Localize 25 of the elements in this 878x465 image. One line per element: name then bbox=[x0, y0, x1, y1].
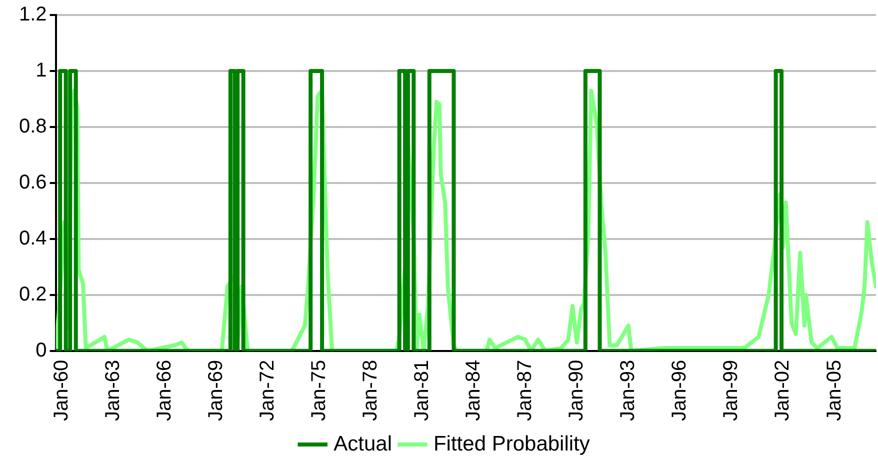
y-tick-label: 0.6 bbox=[18, 171, 47, 194]
legend-label: Fitted Probability bbox=[433, 432, 590, 456]
x-tick-label: Jan-78 bbox=[360, 360, 382, 422]
y-tick-label: 0 bbox=[36, 339, 47, 362]
x-tick-label: Jan-63 bbox=[102, 360, 124, 422]
x-tick-label: Jan-72 bbox=[256, 360, 278, 422]
legend-label: Actual bbox=[334, 432, 392, 456]
x-tick-label: Jan-99 bbox=[720, 360, 742, 422]
x-tick-label: Jan-69 bbox=[204, 360, 227, 422]
x-tick-label: Jan-02 bbox=[772, 360, 794, 422]
y-tick-label: 0.2 bbox=[18, 283, 47, 306]
x-tick-label: Jan-75 bbox=[308, 360, 330, 422]
x-tick-label: Jan-81 bbox=[411, 360, 434, 422]
y-tick-label: 0.4 bbox=[18, 227, 47, 250]
x-tick-label: Jan-90 bbox=[566, 360, 588, 422]
x-tick-label: Jan-60 bbox=[50, 360, 72, 422]
y-tick-label: 0.8 bbox=[18, 115, 47, 138]
x-tick-label: Jan-87 bbox=[514, 360, 536, 422]
y-tick-label: 1 bbox=[36, 59, 47, 82]
x-tick-label: Jan-96 bbox=[668, 360, 691, 422]
x-tick-label: Jan-66 bbox=[153, 360, 176, 422]
x-tick-label: Jan-93 bbox=[617, 360, 640, 422]
x-tick-label: Jan-05 bbox=[823, 360, 846, 422]
x-tick-label: Jan-84 bbox=[462, 360, 485, 422]
y-tick-label: 1.2 bbox=[18, 4, 47, 26]
